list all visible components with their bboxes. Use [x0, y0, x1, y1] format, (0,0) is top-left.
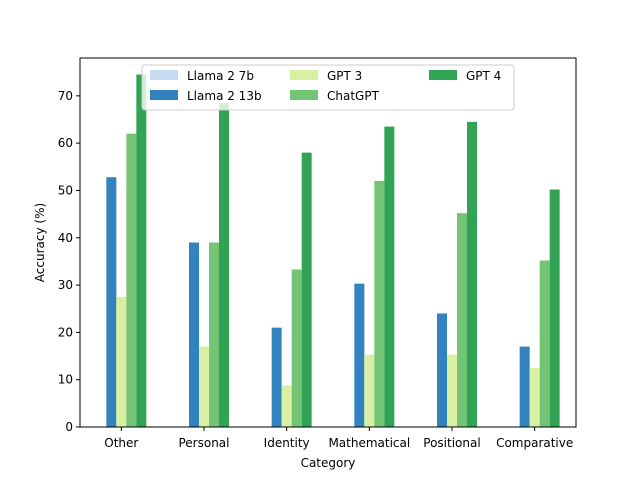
bar-llama-2-13b-positional [437, 313, 447, 427]
x-tick-label: Other [104, 436, 138, 450]
bar-gpt-4-comparative [549, 189, 560, 427]
x-tick-label: Positional [423, 436, 480, 450]
bar-gpt-4-other [136, 74, 147, 428]
x-tick-label: Mathematical [328, 436, 410, 450]
bar-gpt-3-mathematical [364, 354, 375, 427]
bar-gpt-3-personal [199, 346, 209, 427]
y-tick-label: 10 [58, 373, 73, 387]
x-axis-label: Category [301, 456, 356, 470]
legend-label: Llama 2 7b [187, 69, 254, 83]
y-axis-label: Accuracy (%) [33, 203, 47, 282]
bar-chatgpt-mathematical [374, 181, 385, 427]
legend-box [141, 64, 515, 111]
y-tick-label: 0 [65, 420, 73, 434]
legend-swatch [290, 70, 318, 80]
bar-chatgpt-identity [291, 269, 302, 427]
bar-gpt-3-identity [281, 385, 292, 427]
y-tick-label: 40 [58, 231, 73, 245]
x-tick-label: Identity [264, 436, 310, 450]
x-tick-label: Comparative [496, 436, 573, 450]
x-tick-label: Personal [178, 436, 229, 450]
bar-llama-2-13b-comparative [519, 346, 530, 427]
legend-label: ChatGPT [327, 89, 380, 103]
legend-swatch [290, 90, 318, 100]
bar-gpt-4-personal [219, 102, 229, 427]
bar-llama-2-13b-identity [271, 327, 282, 427]
y-tick-label: 70 [58, 89, 73, 103]
bar-llama-2-13b-other [106, 177, 117, 427]
axes-group: 0 10 20 30 40 50 60 70 Other Personal Identity Math… [58, 57, 577, 450]
bar-gpt-3-comparative [529, 367, 540, 427]
bar-gpt-3-positional [447, 354, 457, 427]
legend-swatch [429, 70, 457, 80]
legend-label: Llama 2 13b [187, 89, 262, 103]
bar-gpt-4-positional [467, 121, 477, 427]
y-tick-label: 20 [58, 325, 73, 339]
bar-chatgpt-personal [209, 242, 219, 427]
plot-frame [79, 57, 577, 428]
bar-llama-2-13b-personal [189, 242, 199, 427]
bar-chatgpt-comparative [539, 260, 550, 427]
y-tick-label: 50 [58, 183, 73, 197]
bar-llama-2-13b-mathematical [354, 283, 365, 427]
y-tick-label: 60 [58, 136, 73, 150]
bar-gpt-3-other [116, 296, 127, 427]
legend: Llama 2 7b Llama 2 13b GPT 3 ChatGPT GPT 4 [141, 64, 515, 111]
y-tick-label: 30 [58, 278, 73, 292]
legend-label: GPT 3 [327, 69, 362, 83]
bar-chatgpt-other [126, 133, 137, 427]
bar-gpt-4-identity [301, 152, 312, 427]
bars-group [106, 74, 560, 428]
bar-gpt-4-mathematical [384, 126, 395, 427]
bar-chatgpt-positional [457, 213, 467, 427]
legend-label: GPT 4 [466, 69, 501, 83]
legend-swatch [150, 70, 178, 80]
legend-swatch [150, 90, 178, 100]
